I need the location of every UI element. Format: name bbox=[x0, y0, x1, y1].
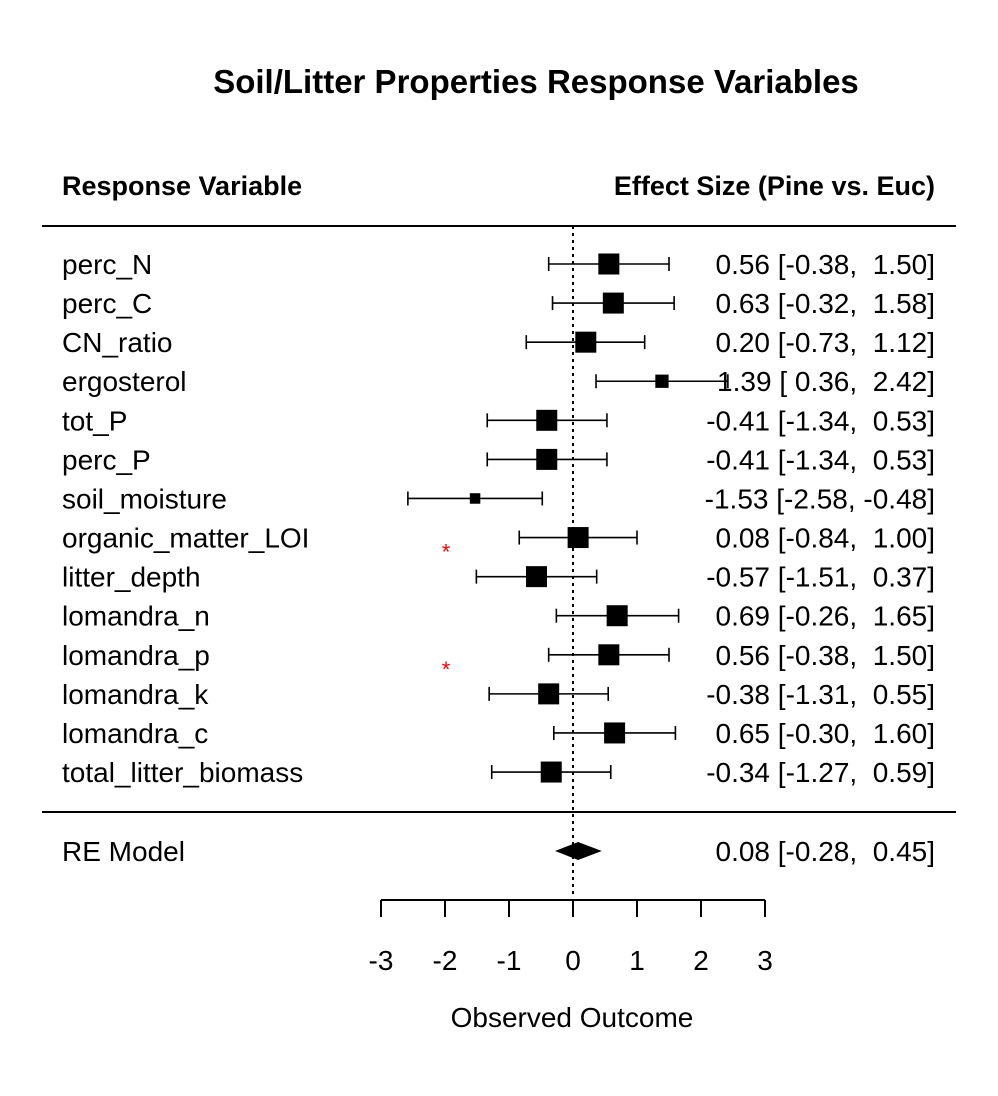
study-row: lomandra_p * 0.56 [-0.38, 1.50] bbox=[62, 640, 935, 682]
study-row: lomandra_n 0.69 [-0.26, 1.65] bbox=[62, 601, 935, 632]
estimate-square bbox=[538, 683, 560, 705]
estimate-square bbox=[606, 605, 628, 627]
right-column-header: Effect Size (Pine vs. Euc) bbox=[614, 171, 935, 201]
study-row: organic_matter_LOI * 0.08 [-0.84, 1.00] bbox=[62, 523, 935, 565]
study-row: perc_C 0.63 [-0.32, 1.58] bbox=[62, 288, 935, 319]
study-label: total_litter_biomass bbox=[62, 757, 303, 788]
estimate-square bbox=[567, 527, 589, 549]
x-tick-label: 2 bbox=[693, 945, 709, 976]
effect-size-text: 0.20 [-0.73, 1.12] bbox=[716, 327, 936, 358]
effect-size-text: 0.56 [-0.38, 1.50] bbox=[716, 640, 936, 671]
estimate-square bbox=[598, 253, 620, 275]
study-row: ergosterol 1.39 [ 0.36, 2.42] bbox=[62, 366, 935, 397]
estimate-square bbox=[536, 409, 558, 431]
study-rows: perc_N 0.56 [-0.38, 1.50] perc_C 0.63 [-0.3… bbox=[62, 249, 935, 788]
summary-row: RE Model 0.08 [-0.28, 0.45] bbox=[62, 836, 935, 867]
estimate-square bbox=[536, 448, 558, 470]
x-tick-label: 3 bbox=[757, 945, 773, 976]
effect-size-text: -0.57 [-1.51, 0.37] bbox=[706, 562, 935, 593]
estimate-square bbox=[575, 331, 597, 353]
effect-size-text: 0.69 [-0.26, 1.65] bbox=[716, 601, 936, 632]
estimate-square bbox=[602, 292, 624, 314]
study-label: lomandra_p bbox=[62, 640, 210, 671]
effect-size-text: 0.63 [-0.32, 1.58] bbox=[716, 288, 936, 319]
study-row: CN_ratio 0.20 [-0.73, 1.12] bbox=[62, 327, 935, 358]
estimate-square bbox=[598, 644, 620, 666]
study-label: perc_C bbox=[62, 288, 152, 319]
estimate-square bbox=[469, 493, 481, 504]
estimate-square bbox=[526, 566, 548, 588]
effect-size-text: 1.39 [ 0.36, 2.42] bbox=[717, 366, 935, 397]
summary-effect-text: 0.08 [-0.28, 0.45] bbox=[716, 836, 936, 867]
left-column-header: Response Variable bbox=[62, 171, 302, 201]
study-row: lomandra_k -0.38 [-1.31, 0.55] bbox=[62, 679, 935, 710]
study-row: tot_P -0.41 [-1.34, 0.53] bbox=[62, 405, 935, 436]
study-row: lomandra_c 0.65 [-0.30, 1.60] bbox=[62, 718, 935, 749]
study-label: perc_P bbox=[62, 444, 151, 475]
effect-size-text: 0.56 [-0.38, 1.50] bbox=[716, 249, 936, 280]
summary-label: RE Model bbox=[62, 836, 185, 867]
study-label: lomandra_n bbox=[62, 601, 210, 632]
study-label: lomandra_c bbox=[62, 718, 208, 749]
effect-size-text: -0.41 [-1.34, 0.53] bbox=[706, 444, 935, 475]
effect-size-text: -1.53 [-2.58, -0.48] bbox=[705, 483, 935, 514]
x-tick-label: -2 bbox=[433, 945, 458, 976]
estimate-square bbox=[604, 722, 626, 744]
study-label: litter_depth bbox=[62, 562, 201, 593]
study-label: CN_ratio bbox=[62, 327, 172, 358]
study-row: soil_moisture -1.53 [-2.58, -0.48] bbox=[62, 483, 935, 514]
effect-size-text: 0.08 [-0.84, 1.00] bbox=[716, 523, 936, 554]
x-tick-label: 0 bbox=[565, 945, 581, 976]
study-row: total_litter_biomass -0.34 [-1.27, 0.59] bbox=[62, 757, 935, 788]
study-row: perc_N 0.56 [-0.38, 1.50] bbox=[62, 249, 935, 280]
study-label: soil_moisture bbox=[62, 483, 227, 514]
study-label: perc_N bbox=[62, 249, 152, 280]
x-axis-label: Observed Outcome bbox=[451, 1002, 694, 1033]
x-axis: -3 -2 -1 0 1 2 3 bbox=[369, 899, 773, 976]
significance-marker: * bbox=[442, 657, 451, 682]
study-row: litter_depth -0.57 [-1.51, 0.37] bbox=[62, 562, 935, 593]
study-label: lomandra_k bbox=[62, 679, 209, 710]
chart-title: Soil/Litter Properties Response Variable… bbox=[213, 63, 859, 100]
study-label: organic_matter_LOI bbox=[62, 523, 309, 554]
x-tick-label: -1 bbox=[497, 945, 522, 976]
effect-size-text: -0.34 [-1.27, 0.59] bbox=[706, 757, 935, 788]
study-row: perc_P -0.41 [-1.34, 0.53] bbox=[62, 444, 935, 475]
x-tick-label: -3 bbox=[369, 945, 394, 976]
estimate-square bbox=[655, 374, 669, 388]
study-label: tot_P bbox=[62, 405, 127, 436]
effect-size-text: -0.41 [-1.34, 0.53] bbox=[706, 405, 935, 436]
summary-diamond bbox=[555, 842, 602, 860]
effect-size-text: 0.65 [-0.30, 1.60] bbox=[716, 718, 936, 749]
effect-size-text: -0.38 [-1.31, 0.55] bbox=[706, 679, 935, 710]
x-tick-label: 1 bbox=[629, 945, 645, 976]
study-label: ergosterol bbox=[62, 366, 187, 397]
significance-marker: * bbox=[442, 540, 451, 565]
estimate-square bbox=[540, 761, 562, 783]
